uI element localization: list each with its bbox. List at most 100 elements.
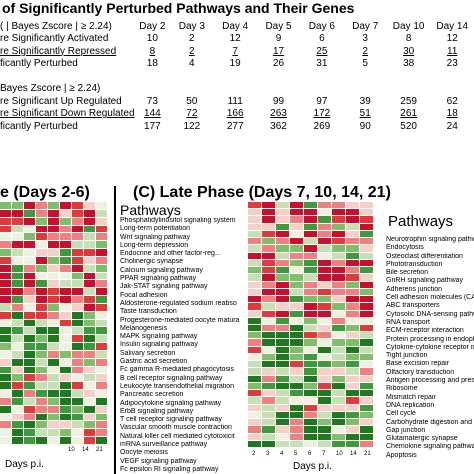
heatmap-cell [276,397,290,405]
table-row: re Significant Down Regulated 144 72 166 263… [0,108,474,121]
heatmap-cell [60,405,72,414]
pathway-label: Pancreatic secretion [120,391,184,399]
heatmap-cell [290,361,304,369]
heatmap-cell [346,433,360,441]
heatmap-cell [290,346,304,354]
heatmap-cell [84,264,96,273]
heatmap-cell [332,411,346,420]
heatmap-cell [48,405,60,414]
heatmap-cell [304,390,318,398]
heatmap-cell [304,274,318,282]
heatmap-cell [36,397,48,406]
pathway-label: Fc gamma R-mediated phagocytosis [120,366,234,374]
heatmap-cell [84,390,96,398]
heatmap-cell [72,390,84,398]
heatmap-cell [60,256,72,265]
heatmap-cell [346,209,360,217]
pathway-label: Salivary secretion [120,349,176,357]
heatmap-cell [24,217,36,226]
heatmap-cell [304,288,318,297]
heatmap-cell [248,281,262,289]
table-cell: 362 [270,120,287,132]
heatmap-cell [290,382,304,391]
heatmap-cell [276,296,290,304]
heatmap-cell [60,366,72,375]
pathway-label: Melanogenesis [120,324,168,332]
heatmap-cell [360,325,374,333]
heatmap-cell [248,274,262,282]
heatmap-cell [48,382,60,391]
heatmap-cell [72,350,84,359]
heatmap-cell [290,404,304,412]
heatmap-cell [12,413,24,422]
pathway-label: VEGF signaling pathway [120,457,197,465]
heatmap-cell [290,419,304,427]
heatmap-cell [24,264,36,273]
heatmap-cell [276,303,290,311]
heatmap-cell [346,426,360,434]
late-phase-label: (C) Late Phase (Days 7, 10, 14, 21) [133,184,391,201]
heatmap-cell [290,325,304,333]
heatmap-cell [36,272,48,281]
heatmap-cell [360,274,374,282]
heatmap-cell [290,288,304,297]
heatmap-cell [84,405,96,414]
table-cell [344,70,387,83]
heatmap-cell [48,303,60,312]
heatmap-cell [72,209,84,218]
heatmap-cell [276,267,290,275]
heatmap-cell [262,353,276,362]
heatmap-cell [304,419,318,427]
heatmap-cell [332,230,346,239]
heatmap-cell [318,433,332,441]
heatmap-cell [318,230,332,239]
pathway-label: Endocrine and other factor-reg... [120,250,221,258]
axis-tick-label: 2 [252,451,256,457]
heatmap-cell [24,429,36,438]
heatmap-cell [48,217,60,226]
heatmap-cell [346,411,360,420]
table-cell: 4 [189,58,195,70]
heatmap-cell [276,390,290,398]
heatmap-cell [262,411,276,420]
table-row [0,70,474,83]
heatmap-cell [248,317,262,325]
heatmap-cell [0,272,12,281]
heatmap-cell [290,223,304,231]
heatmap-cell [60,202,72,210]
heatmap-cell [276,209,290,217]
heatmap-cell [96,413,108,422]
heatmap-cell [360,390,374,398]
heatmap-cell [360,216,374,224]
pathway-label: Cytokine-cytokine receptor in [386,343,474,351]
heatmap-cell [84,296,96,304]
table-cell: 99 [272,95,285,107]
heatmap-cell [346,310,360,318]
heatmap-cell [72,374,84,383]
heatmap-cell [12,296,24,304]
heatmap-cell [276,440,290,448]
heatmap-cell [276,419,290,427]
heatmap-cell [248,332,262,340]
heatmap-cell [290,281,304,289]
heatmap-cell [84,225,96,234]
heatmap-cell [276,281,290,289]
heatmap-cell [290,397,304,405]
heatmap-cell [276,382,290,391]
heatmap-cell [318,353,332,362]
pathway-label: Taste transduction [120,308,177,316]
heatmap-cell [276,223,290,231]
heatmap-cell [276,252,290,260]
pathway-label: Oocyte meiosis [120,449,168,457]
pathway-label: Ribosome [386,385,418,393]
pathway-label: Wnt signaling pathway [120,233,191,241]
heatmap-cell [360,332,374,340]
heatmap-cell [276,411,290,420]
heatmap-cell [72,358,84,367]
heatmap-cell [276,375,290,383]
heatmap-cell [96,319,108,328]
early-axis-title: Days p.i. [5,459,44,470]
heatmap-cell [332,390,346,398]
heatmap-cell [346,230,360,239]
heatmap-cell [346,346,360,354]
